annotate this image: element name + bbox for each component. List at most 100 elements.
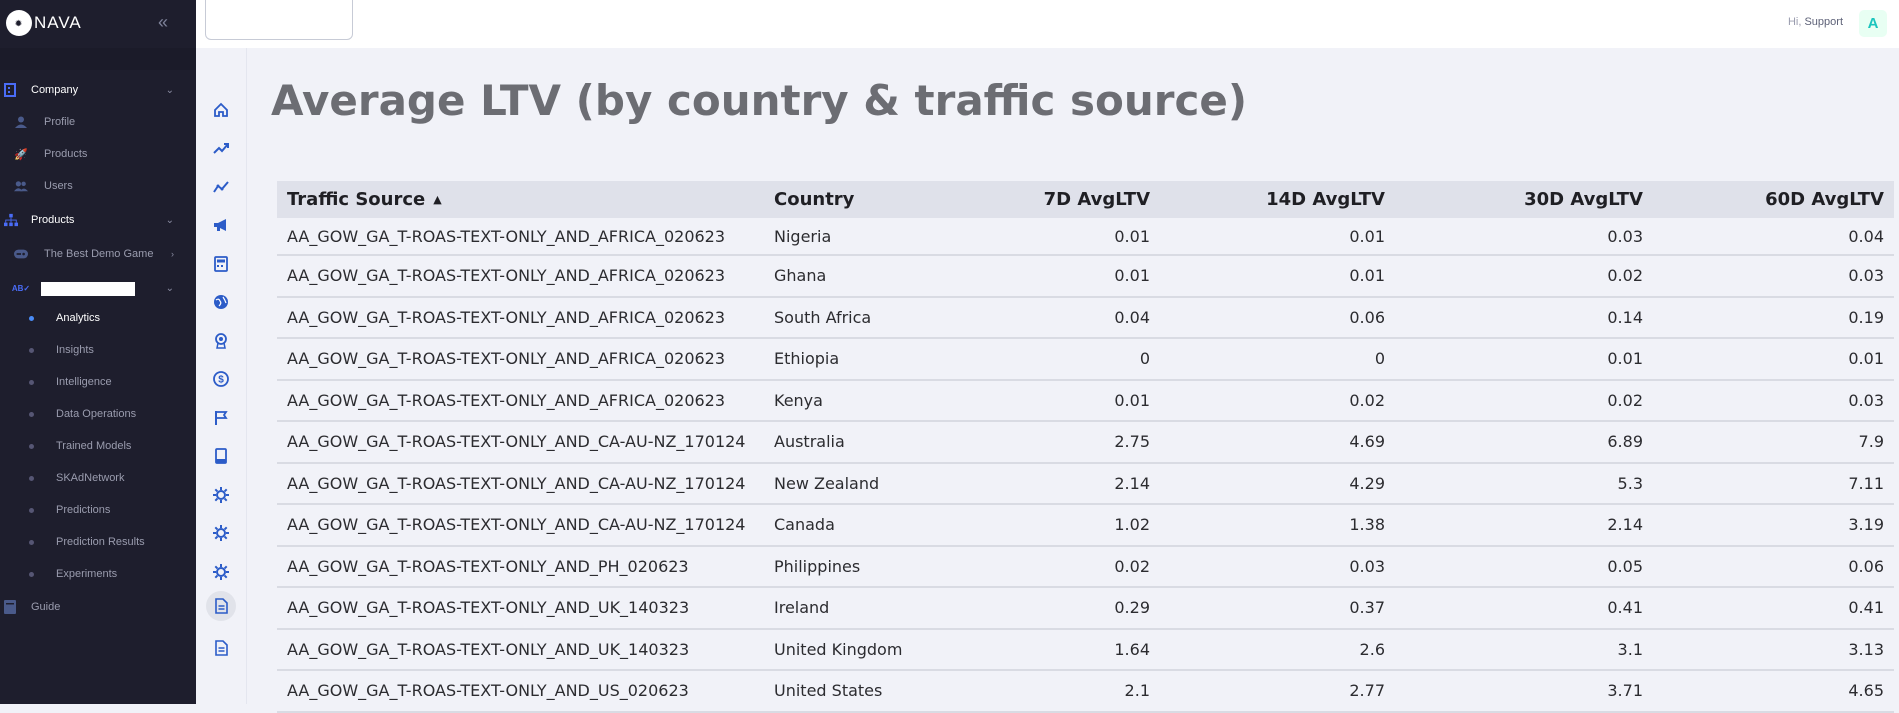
flag-icon[interactable] bbox=[210, 407, 232, 429]
sidebar-item-skadnetwork[interactable]: SKAdNetwork bbox=[0, 470, 196, 486]
document-icon[interactable] bbox=[210, 637, 232, 659]
cell-14d-avgltv: 2.6 bbox=[1160, 628, 1395, 671]
chart-line-icon[interactable] bbox=[210, 176, 232, 198]
cell-7d-avgltv: 0.04 bbox=[954, 296, 1160, 339]
cell-30d-avgltv: 0.02 bbox=[1395, 255, 1653, 298]
sidebar-item-guide[interactable]: Guide bbox=[0, 599, 196, 615]
sidebar-item-experiments[interactable]: Experiments bbox=[0, 566, 196, 582]
sidebar-band bbox=[0, 48, 196, 70]
table-row[interactable]: AA_GOW_GA_T-ROAS-TEXT-ONLY_AND_US_020623… bbox=[277, 670, 1894, 713]
gear-icon[interactable] bbox=[210, 522, 232, 544]
cell-country: Ethiopia bbox=[764, 338, 954, 381]
cell-country: United Kingdom bbox=[764, 628, 954, 671]
sidebar-item-label: Products bbox=[44, 148, 88, 160]
cell-traffic-source: AA_GOW_GA_T-ROAS-TEXT-ONLY_AND_PH_020623 bbox=[277, 545, 764, 588]
top-bar-select[interactable] bbox=[205, 0, 353, 40]
chevron-right-icon: › bbox=[171, 249, 174, 259]
sidebar-item-products-group[interactable]: Products ⌄ bbox=[0, 212, 196, 228]
trend-up-icon[interactable] bbox=[210, 137, 232, 159]
cell-60d-avgltv: 3.13 bbox=[1653, 628, 1894, 671]
gear-icon[interactable] bbox=[210, 484, 232, 506]
sidebar-item-ab-test[interactable]: AB✓ ⌄ bbox=[0, 280, 196, 296]
calculator-icon[interactable] bbox=[210, 253, 232, 275]
page-title: Average LTV (by country & traffic source… bbox=[271, 76, 1248, 125]
users-icon bbox=[14, 179, 28, 193]
column-header-60d[interactable]: 60D AvgLTV bbox=[1653, 181, 1894, 218]
user-icon bbox=[14, 115, 28, 129]
table-row[interactable]: AA_GOW_GA_T-ROAS-TEXT-ONLY_AND_AFRICA_02… bbox=[277, 296, 1894, 339]
table-header-row: Traffic Source ▲ Country 7D AvgLTV 14D Av… bbox=[277, 181, 1894, 218]
cell-60d-avgltv: 7.11 bbox=[1653, 462, 1894, 505]
gear-icon[interactable] bbox=[210, 561, 232, 583]
rocket-icon: 🚀 bbox=[14, 148, 28, 161]
bullet-icon bbox=[29, 443, 34, 449]
sidebar-item-demo-game[interactable]: The Best Demo Game › bbox=[0, 246, 196, 262]
clipboard-icon[interactable] bbox=[210, 445, 232, 467]
sidebar-item-company[interactable]: Company ⌄ bbox=[0, 82, 196, 98]
sidebar-item-trained-models[interactable]: Trained Models bbox=[0, 438, 196, 454]
sidebar-item-users[interactable]: Users bbox=[0, 178, 196, 194]
column-header-traffic-source[interactable]: Traffic Source ▲ bbox=[277, 181, 764, 218]
cell-country: Kenya bbox=[764, 379, 954, 422]
table-row[interactable]: AA_GOW_GA_T-ROAS-TEXT-ONLY_AND_PH_020623… bbox=[277, 545, 1894, 588]
sort-ascending-icon: ▲ bbox=[433, 193, 442, 206]
sidebar: ✹ NAVA « Company ⌄ Profile 🚀 Products Us… bbox=[0, 0, 196, 704]
sidebar-item-products[interactable]: 🚀 Products bbox=[0, 146, 196, 162]
cell-14d-avgltv: 0.06 bbox=[1160, 296, 1395, 339]
logo-mark-icon: ✹ bbox=[6, 10, 32, 36]
table-row[interactable]: AA_GOW_GA_T-ROAS-TEXT-ONLY_AND_UK_140323… bbox=[277, 587, 1894, 630]
cell-7d-avgltv: 0.01 bbox=[954, 379, 1160, 422]
column-header-14d[interactable]: 14D AvgLTV bbox=[1160, 181, 1395, 218]
chevron-down-icon: ⌄ bbox=[165, 214, 174, 226]
table-row[interactable]: AA_GOW_GA_T-ROAS-TEXT-ONLY_AND_CA-AU-NZ_… bbox=[277, 462, 1894, 505]
cell-traffic-source: AA_GOW_GA_T-ROAS-TEXT-ONLY_AND_AFRICA_02… bbox=[277, 218, 764, 256]
column-header-30d[interactable]: 30D AvgLTV bbox=[1395, 181, 1653, 218]
collapse-sidebar-icon[interactable]: « bbox=[158, 12, 169, 32]
dollar-icon[interactable]: $ bbox=[210, 368, 232, 390]
badge-icon[interactable] bbox=[210, 330, 232, 352]
cell-traffic-source: AA_GOW_GA_T-ROAS-TEXT-ONLY_AND_AFRICA_02… bbox=[277, 296, 764, 339]
home-icon[interactable] bbox=[210, 99, 232, 121]
brand-logo[interactable]: ✹ NAVA bbox=[6, 10, 82, 36]
cell-14d-avgltv: 2.77 bbox=[1160, 670, 1395, 713]
cell-60d-avgltv: 0.03 bbox=[1653, 255, 1894, 298]
table-row[interactable]: AA_GOW_GA_T-ROAS-TEXT-ONLY_AND_CA-AU-NZ_… bbox=[277, 421, 1894, 464]
table-row[interactable]: AA_GOW_GA_T-ROAS-TEXT-ONLY_AND_UK_140323… bbox=[277, 628, 1894, 671]
table-row[interactable]: AA_GOW_GA_T-ROAS-TEXT-ONLY_AND_AFRICA_02… bbox=[277, 255, 1894, 298]
cell-30d-avgltv: 0.41 bbox=[1395, 587, 1653, 630]
sidebar-item-profile[interactable]: Profile bbox=[0, 114, 196, 130]
sidebar-item-predictions[interactable]: Predictions bbox=[0, 502, 196, 518]
megaphone-icon[interactable] bbox=[210, 214, 232, 236]
globe-icon[interactable] bbox=[210, 291, 232, 313]
table-row[interactable]: AA_GOW_GA_T-ROAS-TEXT-ONLY_AND_AFRICA_02… bbox=[277, 218, 1894, 256]
sidebar-item-insights[interactable]: Insights bbox=[0, 342, 196, 358]
bullet-icon bbox=[29, 347, 34, 353]
cell-30d-avgltv: 3.1 bbox=[1395, 628, 1653, 671]
sidebar-item-analytics[interactable]: Analytics bbox=[0, 310, 196, 326]
document-icon[interactable] bbox=[206, 591, 236, 621]
cell-traffic-source: AA_GOW_GA_T-ROAS-TEXT-ONLY_AND_AFRICA_02… bbox=[277, 255, 764, 298]
cell-30d-avgltv: 2.14 bbox=[1395, 504, 1653, 547]
sidebar-item-prediction-results[interactable]: Prediction Results bbox=[0, 534, 196, 550]
cell-60d-avgltv: 4.65 bbox=[1653, 670, 1894, 713]
building-icon bbox=[3, 83, 17, 97]
cell-30d-avgltv: 0.14 bbox=[1395, 296, 1653, 339]
avatar[interactable]: A bbox=[1859, 10, 1887, 37]
cell-30d-avgltv: 0.02 bbox=[1395, 379, 1653, 422]
ab-test-icon: AB✓ bbox=[11, 283, 31, 293]
user-greeting[interactable]: Hi, Support bbox=[1788, 16, 1843, 28]
cell-7d-avgltv: 1.64 bbox=[954, 628, 1160, 671]
cell-14d-avgltv: 0.02 bbox=[1160, 379, 1395, 422]
sidebar-item-intelligence[interactable]: Intelligence bbox=[0, 374, 196, 390]
sidebar-item-label: Insights bbox=[56, 344, 94, 356]
table-row[interactable]: AA_GOW_GA_T-ROAS-TEXT-ONLY_AND_AFRICA_02… bbox=[277, 379, 1894, 422]
sidebar-item-data-operations[interactable]: Data Operations bbox=[0, 406, 196, 422]
table-row[interactable]: AA_GOW_GA_T-ROAS-TEXT-ONLY_AND_AFRICA_02… bbox=[277, 338, 1894, 381]
table-row[interactable]: AA_GOW_GA_T-ROAS-TEXT-ONLY_AND_CA-AU-NZ_… bbox=[277, 504, 1894, 547]
cell-7d-avgltv: 1.02 bbox=[954, 504, 1160, 547]
user-name: Support bbox=[1804, 16, 1843, 28]
column-header-7d[interactable]: 7D AvgLTV bbox=[954, 181, 1160, 218]
cell-country: Ireland bbox=[764, 587, 954, 630]
cell-7d-avgltv: 0 bbox=[954, 338, 1160, 381]
column-header-country[interactable]: Country bbox=[764, 181, 954, 218]
